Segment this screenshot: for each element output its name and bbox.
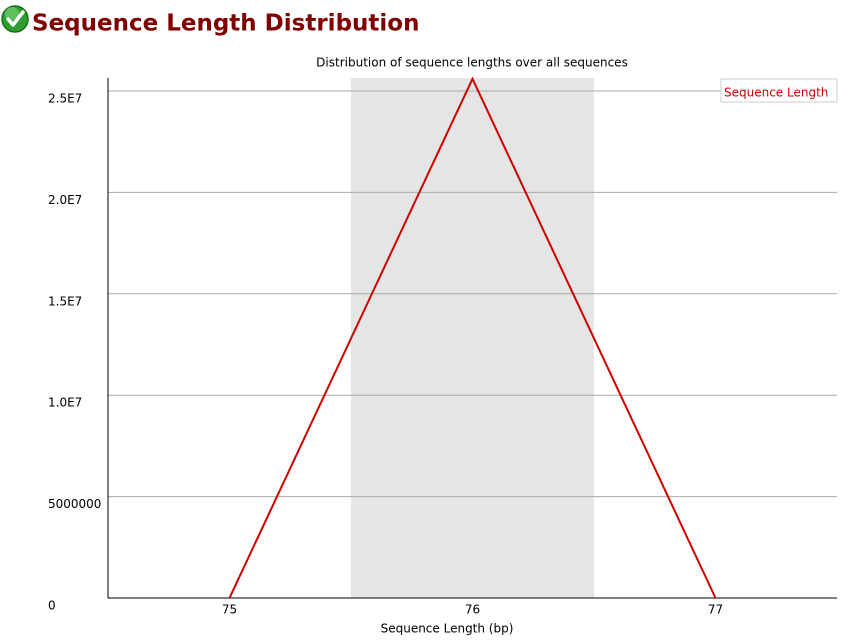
y-tick-label: 2.5E7 xyxy=(48,91,82,105)
y-tick-label: 1.5E7 xyxy=(48,294,82,308)
band-shade xyxy=(351,78,594,598)
chart-subtitle: Distribution of sequence lengths over al… xyxy=(316,56,628,70)
legend: Sequence Length xyxy=(720,78,838,103)
series-line xyxy=(228,76,717,599)
legend-label: Sequence Length xyxy=(724,86,828,100)
page-title: Sequence Length Distribution xyxy=(32,11,419,37)
y-tick-label: 2.0E7 xyxy=(48,193,82,207)
status-icon xyxy=(1,5,29,33)
x-axis-label: Sequence Length (bp) xyxy=(381,622,514,636)
x-tick-label: 76 xyxy=(465,603,480,617)
x-tick-label: 77 xyxy=(708,603,723,617)
x-tick-label: 75 xyxy=(222,603,237,617)
y-tick-label: 1.0E7 xyxy=(48,396,82,410)
y-tick-label: 5000000 xyxy=(48,497,101,511)
legend-box xyxy=(720,78,838,103)
y-tick-label: 0 xyxy=(48,599,56,613)
